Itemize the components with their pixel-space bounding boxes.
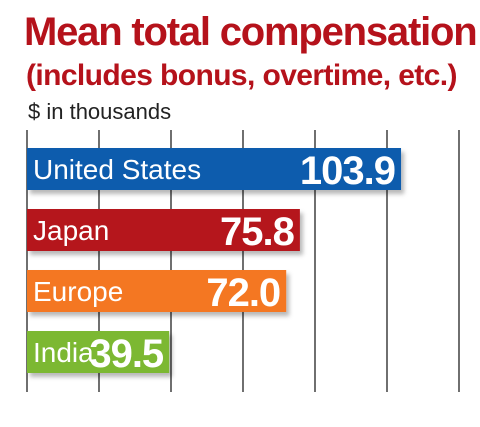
unit-label: $ in thousands bbox=[28, 99, 172, 124]
category-label: United States bbox=[33, 154, 201, 185]
category-label: Europe bbox=[33, 276, 123, 307]
bar bbox=[27, 148, 402, 190]
bars: United States 103.9 Japan 75.8 Europe 72.0 Ind… bbox=[27, 148, 402, 376]
category-label: India bbox=[33, 337, 94, 368]
bar bbox=[27, 270, 287, 312]
value-label: 75.8 bbox=[220, 210, 295, 254]
category-label: Japan bbox=[33, 215, 109, 246]
value-label: 39.5 bbox=[89, 332, 164, 376]
chart-title: Mean total compensation bbox=[24, 10, 478, 54]
bar bbox=[27, 209, 300, 251]
bar bbox=[27, 331, 170, 373]
value-label: 72.0 bbox=[206, 271, 280, 315]
value-label: 103.9 bbox=[300, 149, 395, 193]
chart-subtitle: (includes bonus, overtime, etc.) bbox=[26, 59, 457, 92]
